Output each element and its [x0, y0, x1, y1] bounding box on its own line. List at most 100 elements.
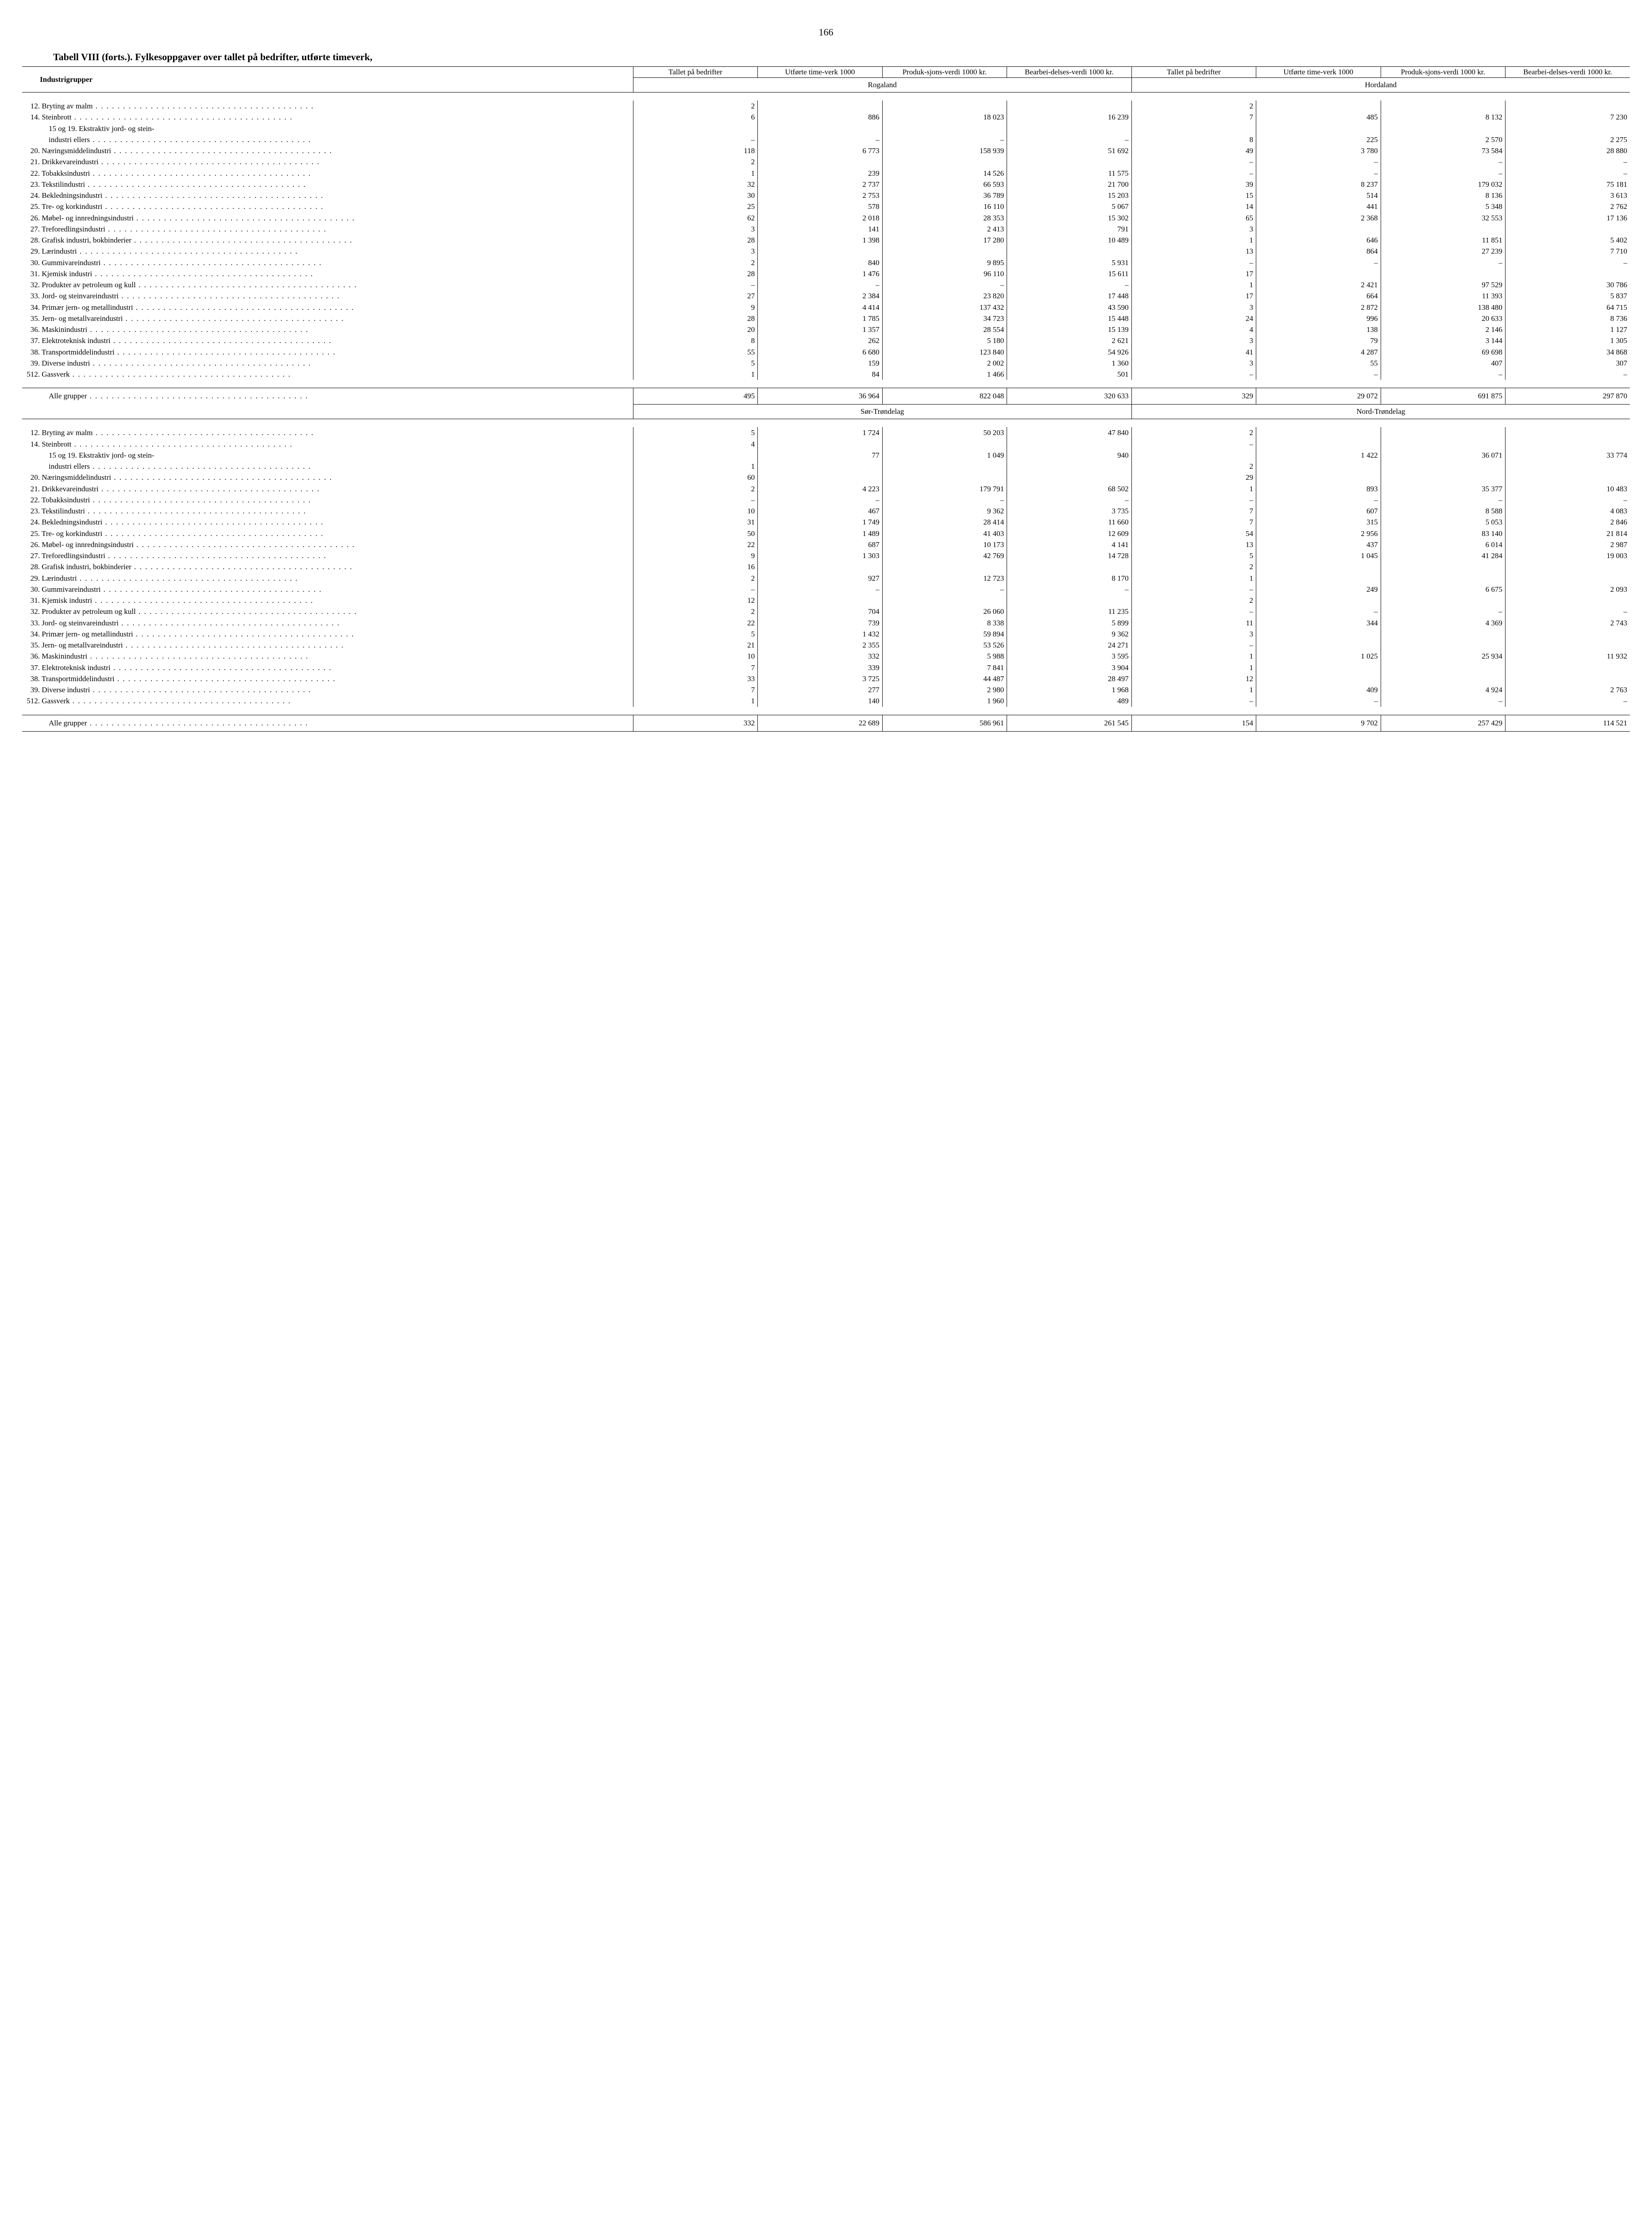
data-cell: 15 302 [1007, 212, 1131, 224]
data-cell: 2 737 [758, 179, 882, 190]
data-cell: 12 723 [882, 573, 1007, 584]
data-cell [1007, 461, 1131, 472]
data-cell [1505, 268, 1630, 279]
data-cell: 32 553 [1381, 212, 1505, 224]
data-cell: 2 146 [1381, 324, 1505, 335]
data-cell [1256, 439, 1381, 450]
data-cell [758, 472, 882, 483]
data-cell: 2 [633, 573, 757, 584]
data-cell [1505, 427, 1630, 438]
data-cell: 15 203 [1007, 190, 1131, 201]
data-cell: 489 [1007, 695, 1131, 706]
data-cell: 10 489 [1007, 235, 1131, 246]
row-label: 25. Tre- og korkindustri [22, 201, 633, 212]
data-cell [1381, 595, 1505, 606]
data-cell: – [1131, 156, 1256, 167]
data-cell: 16 [633, 561, 757, 572]
data-cell: – [1505, 156, 1630, 167]
data-cell: 1 [1131, 279, 1256, 290]
data-cell: 75 181 [1505, 179, 1630, 190]
data-cell: 5 [633, 358, 757, 369]
data-cell: 3 [1131, 335, 1256, 346]
data-cell: 1 [1131, 651, 1256, 662]
data-cell: – [1131, 640, 1256, 651]
data-cell: 27 239 [1381, 246, 1505, 257]
row-label: 37. Elektroteknisk industri [22, 335, 633, 346]
data-cell: 7 [633, 662, 757, 673]
data-cell: 893 [1256, 483, 1381, 494]
row-label: 30. Gummivareindustri [22, 584, 633, 595]
col-h4: Bearbei-delses-verdi 1000 kr. [1007, 67, 1131, 78]
data-cell [882, 246, 1007, 257]
table-row: 12. Bryting av malm51 72450 20347 8402 [22, 427, 1630, 438]
data-cell: 138 [1256, 324, 1381, 335]
data-cell: 13 [1131, 246, 1256, 257]
data-cell [1381, 673, 1505, 684]
table-row: 30. Gummivareindustri–––––2496 6752 093 [22, 584, 1630, 595]
data-cell: 69 698 [1381, 347, 1505, 358]
data-cell: 791 [1007, 224, 1131, 235]
data-cell: 35 377 [1381, 483, 1505, 494]
row-label: 23. Tekstilindustri [22, 179, 633, 190]
data-cell: – [1381, 156, 1505, 167]
data-cell: 6 [633, 112, 757, 123]
data-cell: – [1256, 494, 1381, 505]
data-cell: 3 [1131, 224, 1256, 235]
row-label: industri ellers [22, 461, 633, 472]
data-cell: 42 769 [882, 550, 1007, 561]
data-cell [1256, 472, 1381, 483]
row-label: 26. Møbel- og innredningsindustri [22, 212, 633, 224]
data-cell: 4 [633, 439, 757, 450]
col-h1: Tallet på bedrifter [633, 67, 757, 78]
data-cell: 11 [1131, 617, 1256, 628]
table-row: 27. Treforedlingsindustri31412 4137913 [22, 224, 1630, 235]
data-cell [882, 156, 1007, 167]
data-cell: 1 [633, 369, 757, 380]
data-cell: 6 680 [758, 347, 882, 358]
total-label: Alle grupper [22, 715, 633, 731]
table-row: 22. Tobakksindustri–––––––– [22, 494, 1630, 505]
data-cell: 2 093 [1505, 584, 1630, 595]
data-cell: – [1505, 168, 1630, 179]
data-cell: 8 588 [1381, 505, 1505, 517]
table-row: 36. Maskinindustri103325 9883 59511 0252… [22, 651, 1630, 662]
data-cell: – [882, 134, 1007, 145]
total-cell: 9 702 [1256, 715, 1381, 731]
data-cell [1007, 561, 1131, 572]
table-row: 32. Produkter av petroleum og kull270426… [22, 606, 1630, 617]
row-label: 28. Grafisk industri, bokbinderier [22, 561, 633, 572]
data-cell: 2 [1131, 461, 1256, 472]
row-label: 36. Maskinindustri [22, 324, 633, 335]
data-cell: – [1381, 168, 1505, 179]
table-row: 14. Steinbrott4– [22, 439, 1630, 450]
data-cell: 17 448 [1007, 290, 1131, 301]
data-cell [1381, 439, 1505, 450]
data-cell [1381, 123, 1505, 134]
data-cell: – [1505, 606, 1630, 617]
data-cell: – [1256, 168, 1381, 179]
table-row: 32. Produkter av petroleum og kull––––12… [22, 279, 1630, 290]
data-cell: 7 [1131, 517, 1256, 528]
table-row: 512. Gassverk1841 466501–––– [22, 369, 1630, 380]
data-cell: – [1505, 494, 1630, 505]
data-cell [633, 450, 757, 461]
data-cell: 239 [758, 168, 882, 179]
data-cell: 1 466 [882, 369, 1007, 380]
data-cell [758, 100, 882, 112]
data-cell: 437 [1256, 539, 1381, 550]
data-cell: – [1256, 369, 1381, 380]
row-label: 32. Produkter av petroleum og kull [22, 279, 633, 290]
table-row: 20. Næringsmiddelindustri1186 773158 939… [22, 145, 1630, 156]
data-cell [1256, 573, 1381, 584]
table-row: 23. Tekstilindustri322 73766 59321 70039… [22, 179, 1630, 190]
data-cell: 1 049 [882, 450, 1007, 461]
data-cell: – [1007, 494, 1131, 505]
row-label: 512. Gassverk [22, 695, 633, 706]
data-cell [882, 461, 1007, 472]
row-label: 28. Grafisk industri, bokbinderier [22, 235, 633, 246]
data-cell: 17 280 [882, 235, 1007, 246]
data-cell: 1 749 [758, 517, 882, 528]
data-cell [1256, 461, 1381, 472]
data-cell: – [1381, 494, 1505, 505]
data-cell [1381, 662, 1505, 673]
